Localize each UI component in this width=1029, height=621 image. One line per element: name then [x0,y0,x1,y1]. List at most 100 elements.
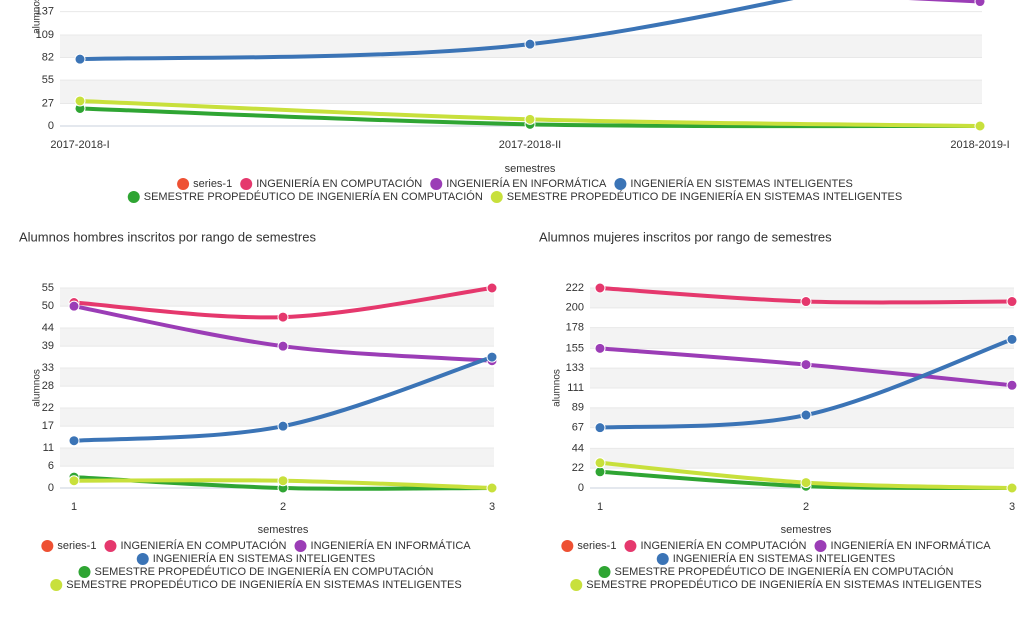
legend-marker [570,579,583,591]
y-tick-label: 0 [578,482,584,494]
data-point [1006,296,1018,308]
y-tick-label: 11 [43,442,54,454]
grid-band [590,448,1014,469]
data-point [68,300,80,312]
x-tick-label: 2 [803,501,809,513]
legend-label: INGENIERÍA EN INFORMÁTICA [446,177,607,190]
data-point [974,0,986,8]
legend-label: SEMESTRE PROPEDÉUTICO DE INGENIERÍA EN C… [614,565,953,578]
legend-label: INGENIERÍA EN COMPUTACIÓN [120,539,286,552]
data-point [594,422,606,434]
legend-marker [50,579,63,591]
data-point [74,95,86,107]
y-tick-label: 178 [566,322,584,334]
legend-marker [614,178,627,190]
y-tick-label: 133 [566,362,584,374]
legend-marker [104,540,117,552]
y-tick-label: 109 [36,29,54,41]
legend-marker [624,540,637,552]
y-axis-title: alumnos [32,0,43,34]
x-tick-label: 2017-2018-II [499,139,561,151]
legend-label: INGENIERÍA EN COMPUTACIÓN [640,539,806,552]
y-tick-label: 39 [42,340,54,352]
y-tick-label: 55 [42,282,54,294]
data-point [68,435,80,447]
x-axis-title: semestres [258,524,309,536]
series-line [908,0,981,4]
grid-band [60,448,494,467]
data-point [277,420,289,432]
x-tick-label: 2 [280,501,286,513]
y-tick-label: 111 [567,382,584,394]
legend-marker [136,553,149,565]
y-axis-title: alumnos [552,369,563,407]
y-tick-label: 137 [36,5,54,17]
chart: 0 27 55 82 109 137 2017-2018-I 2017-2018-II 2018… [32,0,1010,203]
data-point [1006,333,1018,345]
x-tick-label: 3 [1009,501,1015,513]
grid-band [60,80,982,104]
data-point [277,340,289,352]
legend-label: SEMESTRE PROPEDÉUTICO DE INGENIERÍA EN S… [586,578,981,591]
data-point [594,342,606,354]
x-tick-label: 3 [489,501,495,513]
data-point [594,457,606,469]
y-tick-label: 200 [566,302,584,314]
chart-title: Alumnos hombres inscritos por rango de s… [19,229,316,244]
legend-label: INGENIERÍA EN COMPUTACIÓN [256,177,422,190]
data-point [486,351,498,363]
legend-label: INGENIERÍA EN INFORMÁTICA [831,539,992,552]
legend-label: series-1 [57,540,96,552]
data-point [974,120,986,132]
data-point [800,359,812,371]
y-tick-label: 0 [48,482,54,494]
x-tick-label: 1 [597,501,603,513]
y-tick-label: 82 [42,51,54,63]
y-tick-label: 89 [572,402,584,414]
x-tick-label: 2018-2019-I [950,139,1009,151]
y-tick-label: 33 [42,362,54,374]
chart: Alumnos hombres inscritos por rango de s… [19,229,498,591]
data-point [68,475,80,487]
grid-band [60,328,494,347]
legend-label: INGENIERÍA EN INFORMÁTICA [311,539,472,552]
legend-label: SEMESTRE PROPEDÉUTICO DE INGENIERÍA EN S… [66,578,461,591]
y-tick-label: 22 [42,402,54,414]
grid-band [60,408,494,427]
y-tick-label: 27 [42,97,54,109]
legend-marker [656,553,669,565]
x-tick-label: 2017-2018-I [50,139,109,151]
data-point [594,282,606,294]
y-tick-label: 155 [566,342,584,354]
data-point [800,296,812,308]
legend-marker [78,566,91,578]
data-point [594,466,606,478]
legend-label: SEMESTRE PROPEDÉUTICO DE INGENIERÍA EN C… [94,565,433,578]
data-point [277,311,289,323]
data-point [800,477,812,489]
legend-label: SEMESTRE PROPEDÉUTICO DE INGENIERÍA EN S… [507,190,902,203]
y-tick-label: 6 [48,460,54,472]
x-axis-title: semestres [781,524,832,536]
legend-marker [561,540,574,552]
legend-label: series-1 [193,178,232,190]
legend-marker [294,540,307,552]
y-tick-label: 0 [48,120,54,132]
y-tick-label: 44 [42,322,54,334]
legend-marker [430,178,443,190]
y-tick-label: 222 [566,282,584,294]
grid-band [60,288,494,307]
y-tick-label: 17 [42,420,54,432]
chart-title: Alumnos mujeres inscritos por rango de s… [539,229,832,244]
chart: Alumnos mujeres inscritos por rango de s… [539,229,1018,591]
legend-marker [598,566,611,578]
legend-marker [490,191,503,203]
x-tick-label: 1 [71,501,77,513]
data-point [800,409,812,421]
data-point [74,53,86,65]
legend-marker [814,540,827,552]
legend-label: series-1 [577,540,616,552]
y-tick-label: 44 [572,442,584,454]
